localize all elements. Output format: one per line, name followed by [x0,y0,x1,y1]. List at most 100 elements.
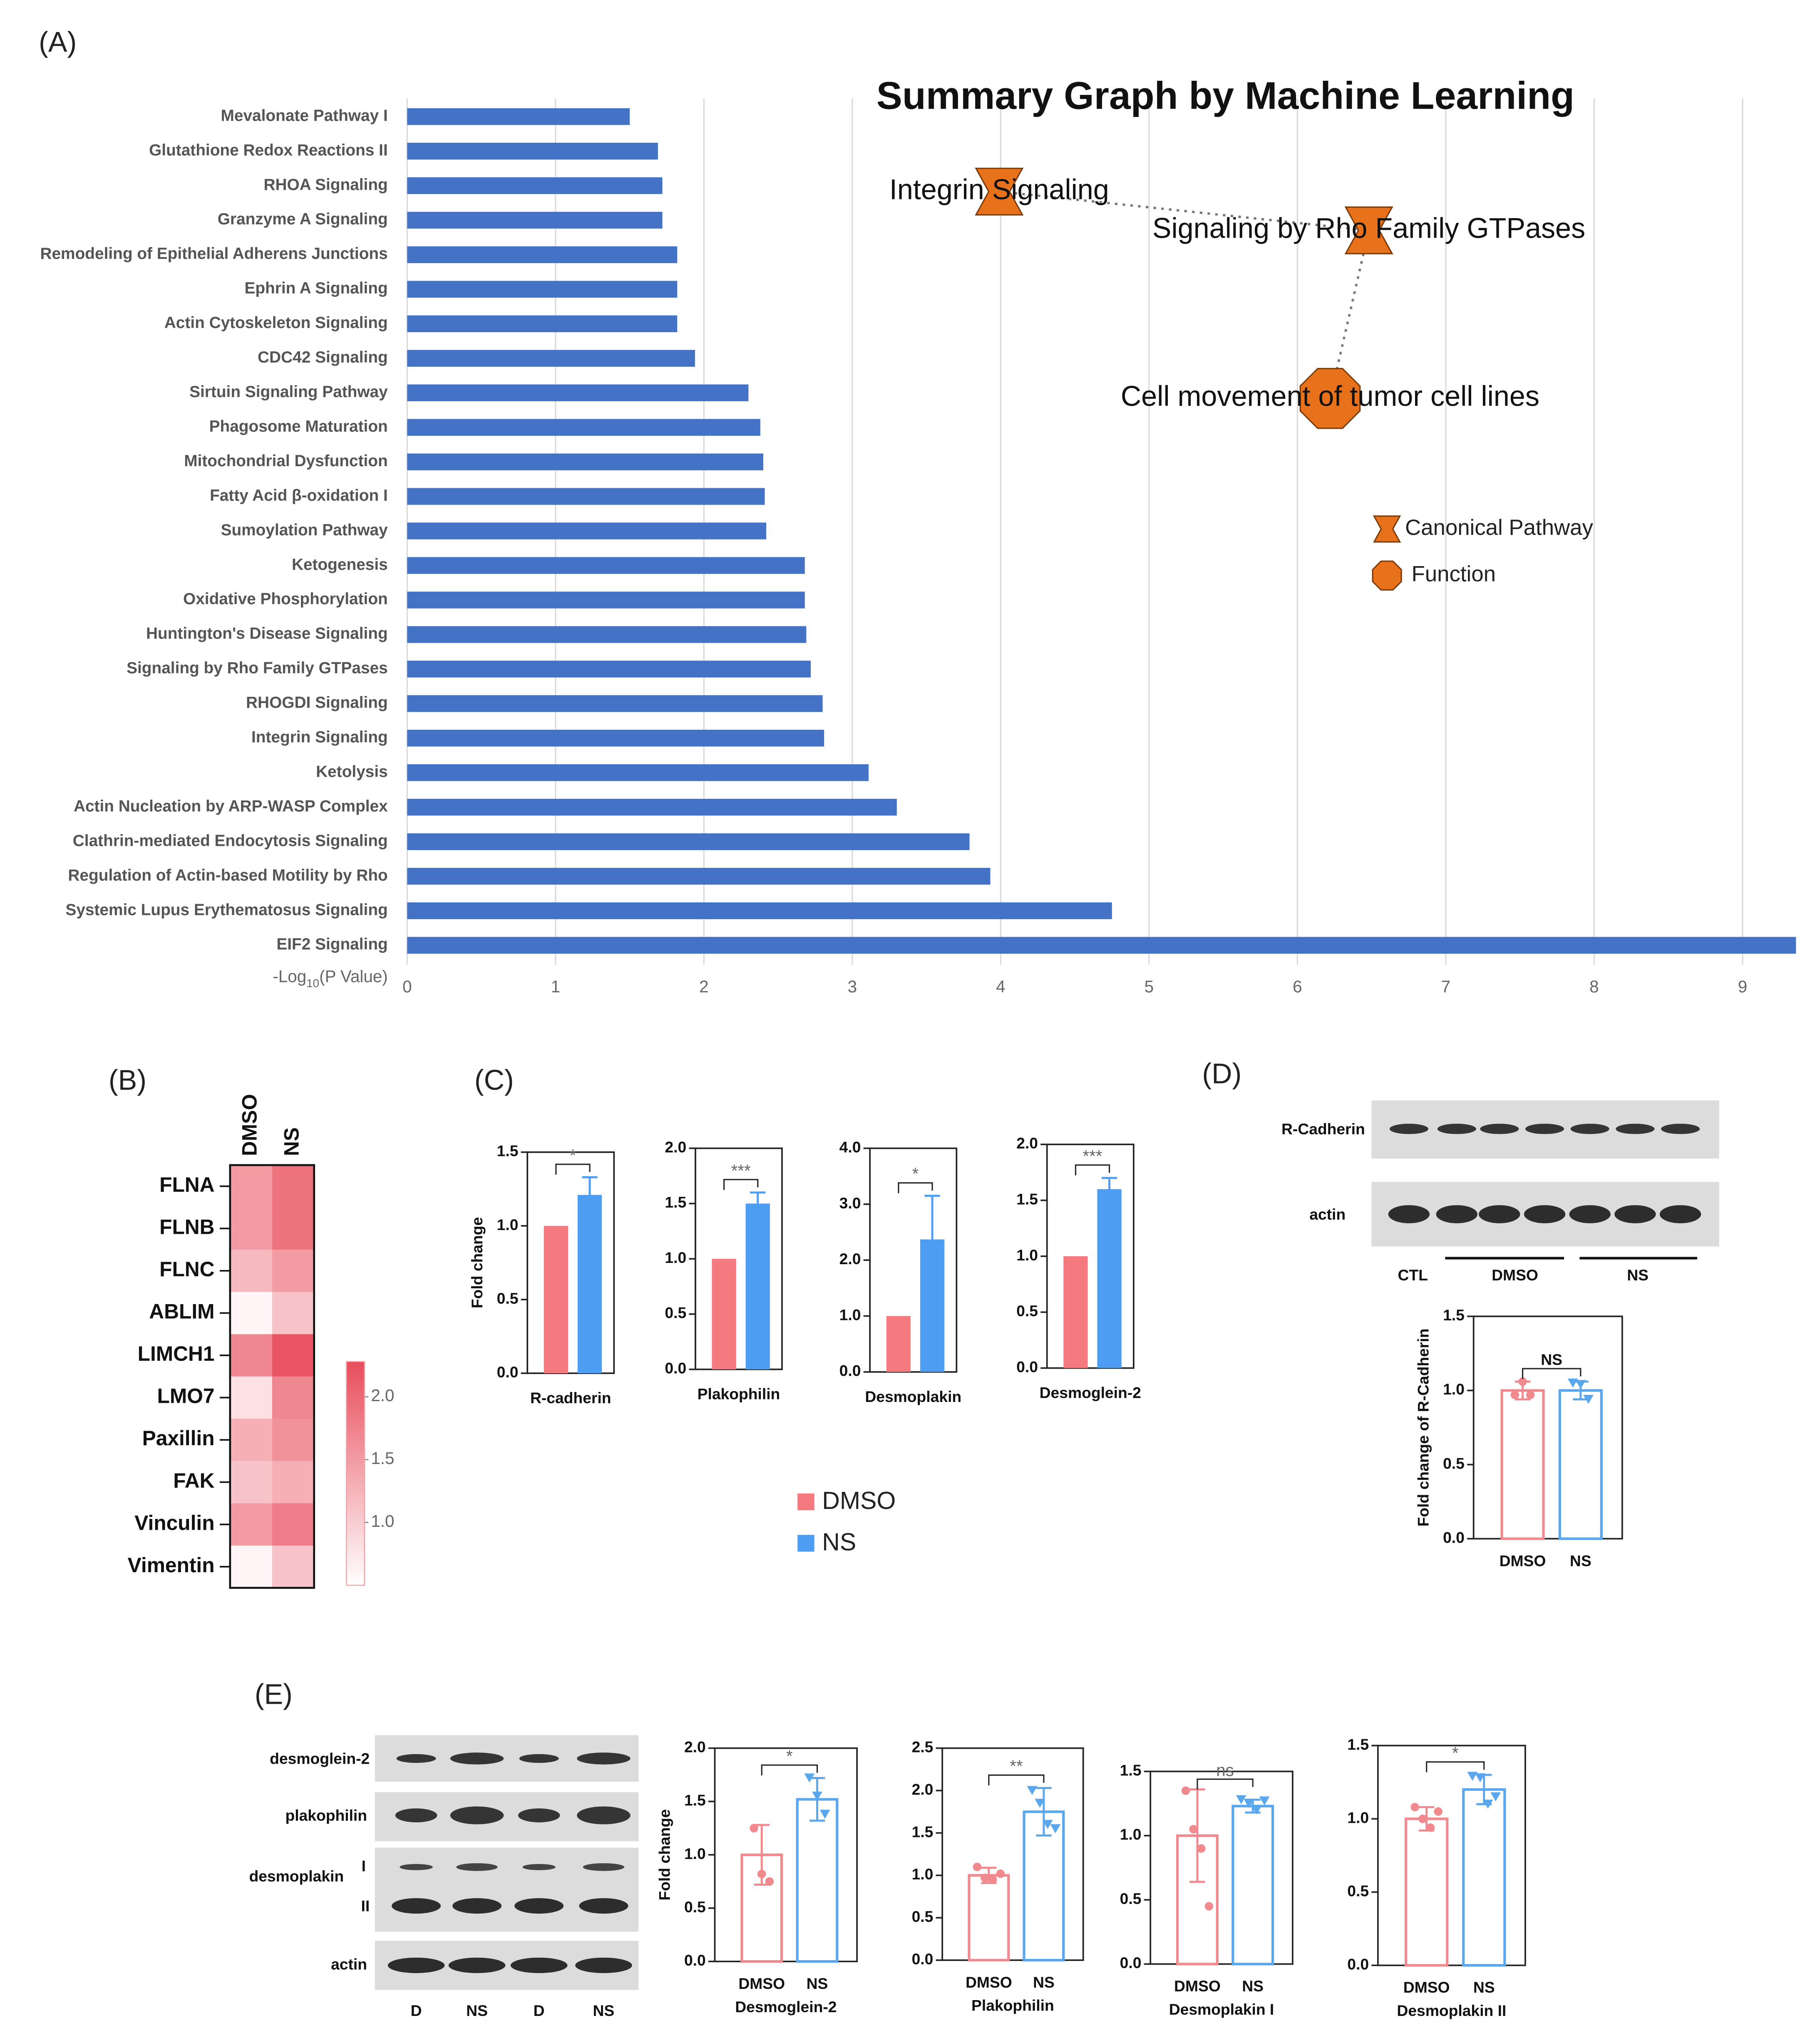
y-axis-label: Fold change [468,1217,486,1308]
x-tick-label: DMSO [738,1975,785,1992]
category-label: Regulation of Actin-based Motility by Rh… [68,866,387,884]
category-label: CDC42 Signaling [258,348,388,366]
x-axis-label: -Log10(P Value) [273,967,387,989]
x-tick-label: DMSO [1500,1552,1546,1569]
bar [407,695,823,712]
node-label: Signaling by Rho Family GTPases [1152,212,1585,244]
row-label: Vimentin [128,1553,215,1577]
heatmap-cell [230,1546,272,1588]
colorbar [346,1361,365,1586]
data-point [812,1792,822,1801]
bar [407,350,695,367]
y-tick-label: 2.0 [1016,1134,1038,1152]
heatmap-cell [230,1334,272,1377]
bar [1500,1389,1545,1540]
heatmap-cell [230,1376,272,1419]
significance-bracket [1426,1761,1485,1772]
x-tick-label: 8 [1589,977,1599,996]
y-tick-label: 1.0 [839,1306,861,1323]
bar [407,177,663,194]
significance-bracket [1522,1368,1582,1379]
data-point [1567,1378,1578,1388]
heatmap-cell [230,1165,272,1208]
node-label: Cell movement of tumor cell lines [1121,380,1539,412]
y-tick-label: 1.5 [1120,1761,1142,1779]
significance-label: *** [1083,1146,1102,1166]
category-label: Glutathione Redox Reactions II [149,141,388,159]
data-point [757,1869,766,1879]
data-point [1467,1772,1478,1781]
bar [796,1798,839,1963]
y-tick-label: 0.0 [839,1362,861,1379]
bar [407,626,807,643]
data-point [1583,1394,1594,1404]
bar [407,142,658,160]
x-tick-label: 3 [848,977,857,996]
blot-band [395,1808,437,1822]
colorbar-tick-label: 2.0 [371,1386,394,1405]
panel-label: (C) [474,1064,514,1096]
blot-lane-label: DMSO [1492,1266,1538,1284]
y-tick-label: 0.5 [1347,1882,1369,1899]
x-axis-label-part: -Log [273,967,306,986]
bar [712,1259,736,1369]
data-point [1042,1820,1053,1829]
plot-frame [941,1747,1084,1961]
node-label: Integrin Signaling [889,174,1109,205]
x-tick-label: NS [1033,1973,1055,1991]
blot-band [1437,1123,1476,1134]
column-label: DMSO [238,1094,261,1156]
y-tick-label: 0.5 [1443,1454,1465,1472]
y-tick-label: 1.0 [497,1216,519,1233]
blot-band [1524,1205,1566,1223]
y-tick-label: 1.5 [1016,1190,1038,1208]
blot-band [1479,1205,1520,1223]
blot-band [514,1898,564,1914]
bar [407,730,824,747]
bar [407,419,760,436]
blot-band [396,1754,436,1763]
bar [407,764,869,781]
bar [407,281,678,298]
data-point [1490,1792,1501,1802]
heatmap-frame [229,1164,315,1589]
bar [1404,1817,1449,1967]
data-point [1181,1786,1190,1795]
bar [407,522,767,539]
heatmap-cell [230,1503,272,1546]
y-tick-label: 0.0 [1120,1954,1142,1971]
blot-row-label: actin [1309,1205,1346,1223]
data-point [1418,1814,1427,1823]
row-label: FLNC [159,1258,214,1281]
y-tick-label: 0.0 [684,1951,706,1969]
heatmap-cell [230,1419,272,1461]
data-point [819,1809,830,1819]
y-tick-label: 1.5 [1443,1306,1465,1324]
x-tick-label: DMSO [1403,1978,1450,1996]
category-label: Signaling by Rho Family GTPases [127,659,388,677]
heatmap-cell [230,1207,272,1250]
function-node [1299,368,1361,429]
summary-title: Summary Graph by Machine Learning [876,74,1574,117]
bar [407,833,970,850]
y-axis-label: Fold change of R-Cadherin [1414,1328,1432,1526]
row-label: ABLIM [149,1300,214,1323]
bar [407,937,1796,954]
significance-bracket [1197,1778,1254,1790]
heatmap-cell [272,1376,314,1419]
x-tick-label: NS [807,1975,828,1992]
data-point [1518,1377,1527,1386]
blot-lane-label: D [411,2002,422,2019]
y-tick-label: 0.5 [912,1908,934,1925]
x-axis-label: Desmoplakin [865,1388,961,1405]
blot-row-label: plakophilin [285,1807,367,1824]
bar [544,1225,568,1373]
blot-band [1570,1123,1609,1134]
blot-band [450,1752,504,1765]
row-label: LMO7 [157,1384,215,1408]
category-label: Integrin Signaling [251,728,388,746]
blot-lane-label: D [534,2002,545,2019]
bar [407,108,630,125]
panel-label: (D) [1202,1058,1241,1090]
